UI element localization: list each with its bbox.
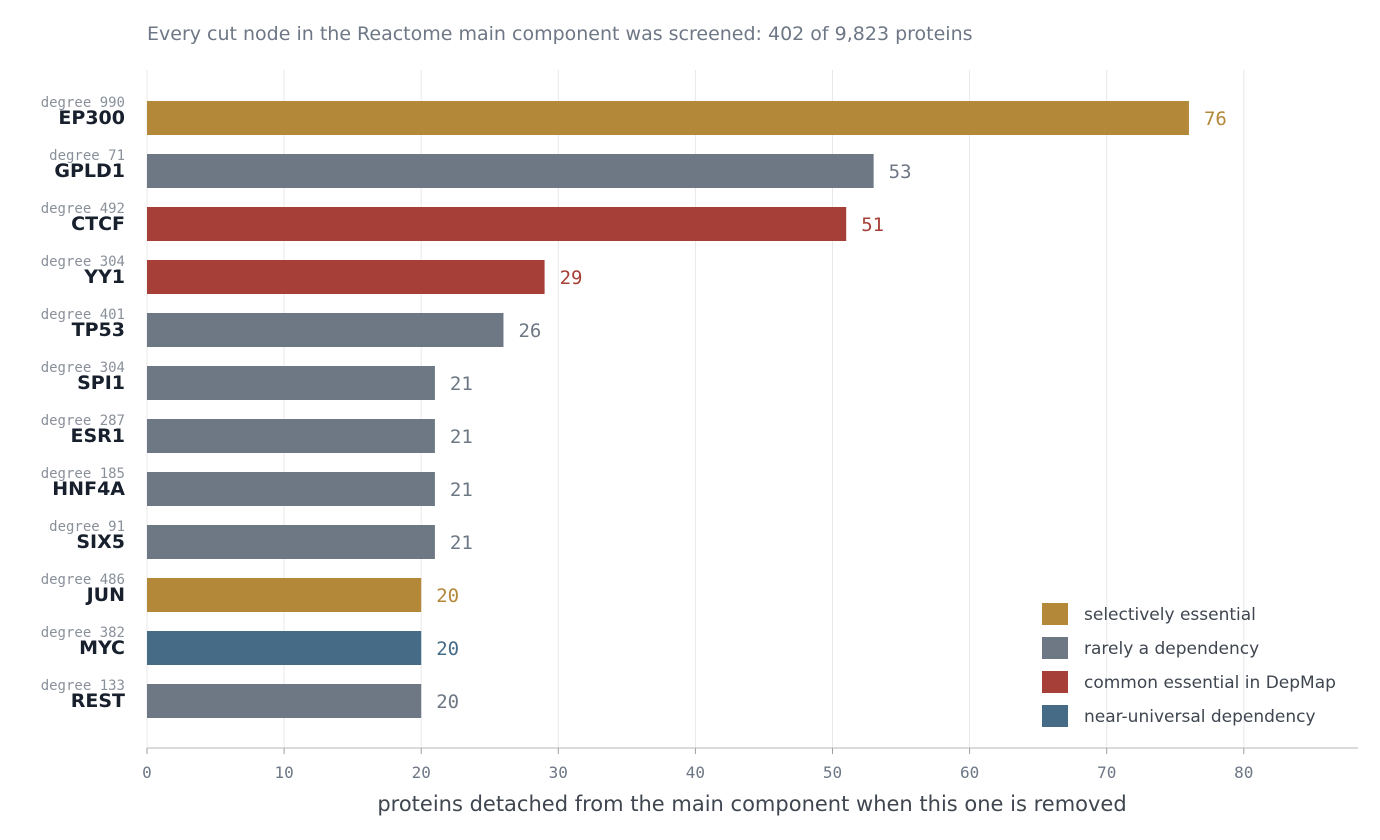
- value-label-yy1: 29: [560, 267, 583, 289]
- legend: selectively essential rarely a dependency…: [1042, 603, 1336, 727]
- x-tick-label-70: 70: [1097, 763, 1116, 782]
- degree-label-spi1: degree 304: [41, 360, 125, 376]
- bar-hnf4a: [147, 472, 435, 506]
- x-axis-ticks: 0 10 20 30 40 50 60 70 80: [142, 748, 1253, 782]
- x-tick-label-50: 50: [823, 763, 842, 782]
- value-label-esr1: 21: [450, 426, 473, 448]
- degree-label-six5: degree 91: [49, 519, 125, 535]
- value-label-myc: 20: [436, 638, 459, 660]
- legend-swatch-selective: [1042, 603, 1068, 625]
- degree-label-hnf4a: degree 185: [41, 466, 125, 482]
- protein-label-ctcf: CTCF: [71, 213, 125, 235]
- protein-label-six5: SIX5: [76, 531, 125, 553]
- protein-label-tp53: TP53: [72, 319, 125, 341]
- bar-ctcf: [147, 207, 847, 241]
- protein-label-rest: REST: [71, 690, 125, 712]
- x-tick-label-40: 40: [686, 763, 705, 782]
- value-label-rest: 20: [436, 691, 459, 713]
- chart-subtitle: Every cut node in the Reactome main comp…: [147, 23, 973, 45]
- legend-label-universal: near-universal dependency: [1084, 707, 1316, 727]
- protein-label-spi1: SPI1: [77, 372, 125, 394]
- protein-label-hnf4a: HNF4A: [52, 478, 125, 500]
- degree-label-myc: degree 382: [41, 625, 125, 641]
- degree-label-tp53: degree 401: [41, 307, 125, 323]
- bar-six5: [147, 525, 435, 559]
- legend-swatch-universal: [1042, 705, 1068, 727]
- x-tick-label-80: 80: [1234, 763, 1253, 782]
- degree-label-jun: degree 486: [41, 572, 125, 588]
- bar-jun: [147, 578, 422, 612]
- bar-tp53: [147, 313, 504, 347]
- bar-gpld1: [147, 154, 874, 188]
- degree-label-gpld1: degree 71: [49, 148, 125, 164]
- protein-label-myc: MYC: [79, 637, 125, 659]
- value-label-six5: 21: [450, 532, 473, 554]
- value-label-tp53: 26: [518, 320, 541, 342]
- value-label-hnf4a: 21: [450, 479, 473, 501]
- x-tick-label-20: 20: [412, 763, 431, 782]
- degree-label-yy1: degree 304: [41, 254, 125, 270]
- legend-label-common: common essential in DepMap: [1084, 673, 1336, 693]
- legend-swatch-common: [1042, 671, 1068, 693]
- x-tick-label-30: 30: [549, 763, 568, 782]
- bar-yy1: [147, 260, 545, 294]
- legend-label-rare: rarely a dependency: [1084, 639, 1259, 659]
- protein-label-ep300: EP300: [58, 107, 125, 129]
- x-tick-label-10: 10: [274, 763, 293, 782]
- value-label-ep300: 76: [1204, 108, 1227, 130]
- degree-label-ctcf: degree 492: [41, 201, 125, 217]
- x-tick-label-60: 60: [960, 763, 979, 782]
- bar-esr1: [147, 419, 435, 453]
- bar-ep300: [147, 101, 1189, 135]
- value-label-spi1: 21: [450, 373, 473, 395]
- degree-label-rest: degree 133: [41, 678, 125, 694]
- legend-label-selective: selectively essential: [1084, 605, 1256, 625]
- degree-label-esr1: degree 287: [41, 413, 125, 429]
- protein-label-esr1: ESR1: [70, 425, 125, 447]
- protein-label-gpld1: GPLD1: [54, 160, 125, 182]
- value-label-gpld1: 53: [889, 161, 912, 183]
- protein-label-jun: JUN: [85, 584, 125, 606]
- value-label-jun: 20: [436, 585, 459, 607]
- bar-spi1: [147, 366, 435, 400]
- value-label-ctcf: 51: [861, 214, 884, 236]
- protein-label-yy1: YY1: [83, 266, 125, 288]
- x-axis-label: proteins detached from the main componen…: [377, 792, 1126, 816]
- legend-swatch-rare: [1042, 637, 1068, 659]
- x-tick-label-0: 0: [142, 763, 152, 782]
- bar-rest: [147, 684, 422, 718]
- degree-label-ep300: degree 990: [41, 95, 125, 111]
- bar-myc: [147, 631, 422, 665]
